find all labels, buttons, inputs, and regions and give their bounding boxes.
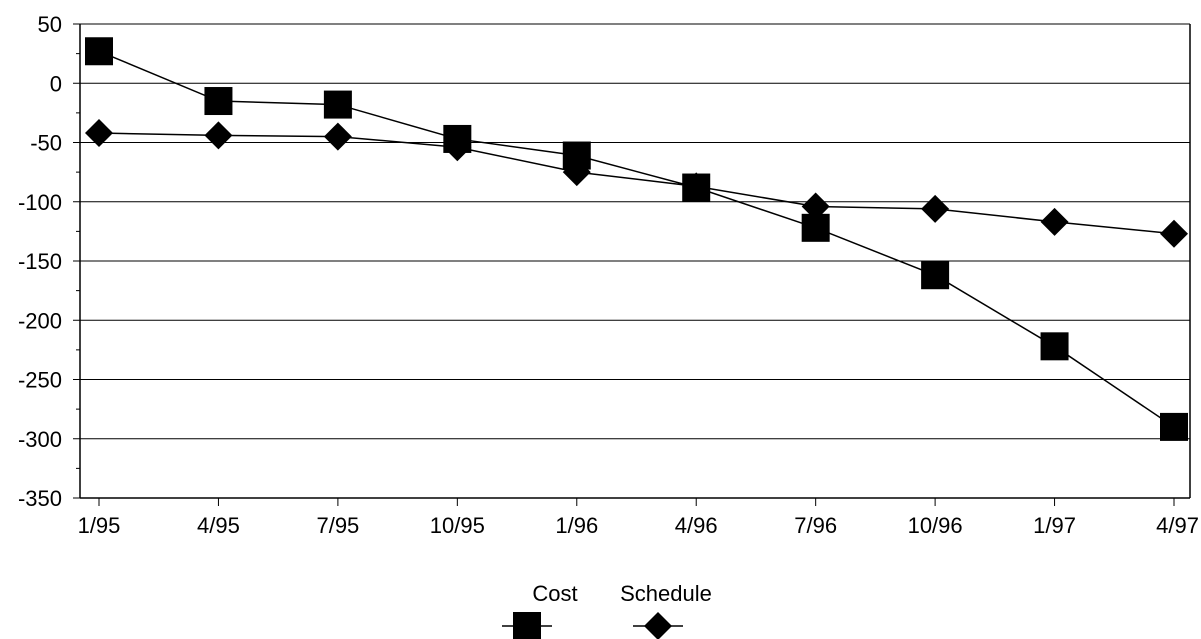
diamond-marker <box>1160 219 1188 248</box>
x-tick-label: 1/96 <box>555 513 598 538</box>
y-tick-label: -200 <box>18 308 62 333</box>
x-tick-label: 7/96 <box>794 513 837 538</box>
gridlines <box>80 23 1190 440</box>
square-marker <box>921 261 950 290</box>
x-tick-label: 10/96 <box>908 513 963 538</box>
series-line-schedule <box>98 132 1175 235</box>
diamond-marker <box>682 172 711 201</box>
square-marker <box>204 87 233 116</box>
diamond-marker <box>443 133 472 162</box>
legend-marker-square <box>513 612 541 639</box>
diamond-marker <box>562 158 591 187</box>
y-tick-label: -150 <box>18 249 62 274</box>
diamond-marker <box>204 121 233 150</box>
x-tick-label: 7/95 <box>316 513 359 538</box>
legend-item-cost: Cost <box>502 581 578 639</box>
series-line-cost <box>98 50 1175 428</box>
legend-item-schedule: Schedule <box>620 581 712 639</box>
legend-marker-diamond <box>644 612 672 639</box>
y-axis-ticks: 50 0 -50 -100 -150 -200 -250 -300 -350 <box>18 12 80 511</box>
x-axis-ticks: 1/95 4/95 7/95 10/95 1/96 4/96 7/96 10/96 1/97 4/… <box>78 498 1199 538</box>
series-cost <box>85 37 1188 441</box>
series-schedule <box>85 119 1188 248</box>
square-marker <box>1040 332 1069 361</box>
diamond-marker <box>801 192 830 221</box>
x-tick-label: 4/97 <box>1156 513 1199 538</box>
diamond-marker <box>921 194 950 223</box>
x-tick-label: 1/97 <box>1033 513 1076 538</box>
y-tick-label: 50 <box>38 12 62 37</box>
series-layer <box>85 37 1188 441</box>
y-tick-label: -300 <box>18 427 62 452</box>
y-tick-label: -50 <box>30 131 62 156</box>
x-tick-label: 10/95 <box>430 513 485 538</box>
diamond-marker <box>85 119 113 148</box>
diamond-marker <box>1040 207 1069 236</box>
legend-label: Cost <box>532 581 577 606</box>
y-tick-label: -100 <box>18 190 62 215</box>
y-tick-label: -250 <box>18 368 62 393</box>
y-tick-label: -350 <box>18 486 62 511</box>
diamond-marker <box>323 122 352 151</box>
legend-label: Schedule <box>620 581 712 606</box>
x-tick-label: 4/96 <box>675 513 718 538</box>
square-marker <box>85 37 113 66</box>
x-tick-label: 1/95 <box>78 513 121 538</box>
square-marker <box>323 90 352 119</box>
square-marker <box>1160 412 1188 441</box>
legend: Cost Schedule <box>502 581 712 639</box>
y-tick-label: 0 <box>50 71 62 96</box>
x-tick-label: 4/95 <box>197 513 240 538</box>
